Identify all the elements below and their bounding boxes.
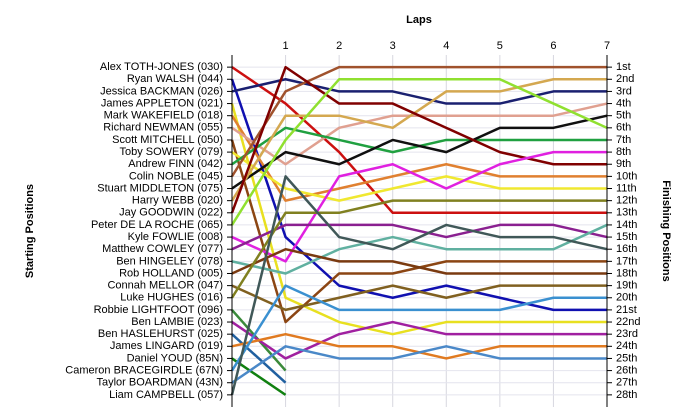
series-label: Cameron BRACEGIRDLE (67N) [65, 364, 223, 376]
series-label: Stuart MIDDLETON (075) [97, 182, 223, 194]
series-label: Scott MITCHELL (050) [112, 134, 223, 146]
y-tick-label: 3rd [616, 85, 632, 97]
series-line [231, 223, 608, 251]
series-line [231, 357, 287, 396]
series-line [230, 65, 607, 178]
x-tick-label: 5 [497, 40, 503, 52]
series-line [230, 65, 607, 214]
series-label: Ben HASLEHURST (025) [98, 328, 223, 340]
x-tick-label: 3 [390, 40, 396, 52]
x-tick-label: 4 [443, 40, 449, 52]
series-line [231, 66, 607, 215]
x-tick-label: 1 [283, 40, 289, 52]
y-tick-label: 1st [616, 61, 631, 73]
y-tick-label: 2nd [616, 73, 634, 85]
y-tick-label: 23rd [616, 328, 638, 340]
y-tick-label: 11th [616, 182, 637, 194]
x-tick-label: 6 [550, 40, 556, 52]
series-label: Ben LAMBIE (023) [131, 316, 223, 328]
y2-axis-title: Finishing Positions [660, 180, 672, 281]
y-tick-label: 10th [616, 170, 637, 182]
y-tick-label: 13th [616, 207, 637, 219]
y-tick-label: 8th [616, 146, 631, 158]
series-label: Mark WAKEFIELD (018) [104, 110, 223, 122]
y-axis-title: Starting Positions [24, 184, 36, 278]
chart-title: Laps [406, 14, 432, 26]
series-label: Colin NOBLE (045) [129, 170, 223, 182]
series-label: James APPLETON (021) [101, 97, 223, 109]
series-line [230, 78, 607, 202]
series-line [230, 78, 608, 226]
y-tick-label: 6th [616, 122, 631, 134]
series-label: Rob HOLLAND (005) [119, 267, 223, 279]
series-line [231, 114, 608, 190]
series-label: Taylor BOARDMAN (43N) [96, 377, 223, 389]
series-label: Liam CAMPBELL (057) [109, 389, 223, 401]
series-line [230, 115, 607, 202]
y-tick-label: 19th [616, 280, 637, 292]
series-label: Andrew FINN (042) [128, 158, 223, 170]
y-tick-label: 12th [616, 195, 637, 207]
x-tick-label: 2 [336, 40, 342, 52]
series-label: James LINGARD (019) [110, 340, 223, 352]
series-label: Kyle FOWLIE (008) [128, 231, 223, 243]
series-label: Toby SOWERY (079) [119, 146, 223, 158]
series-label: Peter DE LA ROCHE (065) [91, 219, 223, 231]
series-label: Robbie LIGHTFOOT (096) [94, 304, 223, 316]
y-tick-label: 9th [616, 158, 631, 170]
y-tick-label: 26th [616, 364, 637, 376]
y-tick-label: 25th [616, 352, 637, 364]
y-tick-label: 15th [616, 231, 637, 243]
y-tick-label: 18th [616, 267, 637, 279]
y-tick-label: 4th [616, 97, 631, 109]
y-tick-label: 27th [616, 377, 637, 389]
series-label: Alex TOTH-JONES (030) [100, 61, 223, 73]
series-line [230, 284, 607, 372]
y-tick-label: 14th [616, 219, 637, 231]
series-label: Luke HUGHES (016) [120, 292, 223, 304]
series-line [231, 247, 607, 275]
series-line [230, 175, 608, 396]
y-tick-label: 24th [616, 340, 637, 352]
y-tick-label: 16th [616, 243, 637, 255]
y-tick-label: 5th [616, 110, 631, 122]
y-tick-label: 28th [616, 389, 637, 401]
series-label: Jessica BACKMAN (026) [100, 85, 223, 97]
series-line [230, 199, 607, 299]
labels: 1 2 3 4 5 6 7 1st2nd3rd4th5th6th7th8th9th10th11… [65, 40, 640, 401]
series-line [231, 150, 607, 263]
series-line [231, 223, 608, 275]
y-tick-label: 20th [616, 292, 637, 304]
series-line [231, 151, 607, 202]
series-line [231, 345, 607, 384]
series-line [231, 78, 607, 105]
x-tick-label: 7 [604, 40, 610, 52]
series-label: Connah MELLOR (047) [107, 280, 223, 292]
y-tick-label: 17th [616, 255, 637, 267]
series-label: Jay GOODWIN (022) [119, 207, 223, 219]
series-label: Ryan WALSH (044) [127, 73, 223, 85]
series-label: Matthew COWLEY (077) [102, 243, 223, 255]
y-tick-label: 7th [616, 134, 631, 146]
series-label: Daniel YOUD (85N) [127, 352, 223, 364]
series-line [231, 320, 607, 360]
y-tick-label: 22nd [616, 316, 640, 328]
lines [230, 65, 608, 396]
series-label: Harry WEBB (020) [132, 195, 223, 207]
series-line [231, 284, 607, 312]
series-label: Richard NEWMAN (055) [103, 122, 223, 134]
series-line [231, 333, 287, 384]
series-label: Ben HINGELEY (078) [116, 255, 223, 267]
y-tick-label: 21st [616, 304, 637, 316]
